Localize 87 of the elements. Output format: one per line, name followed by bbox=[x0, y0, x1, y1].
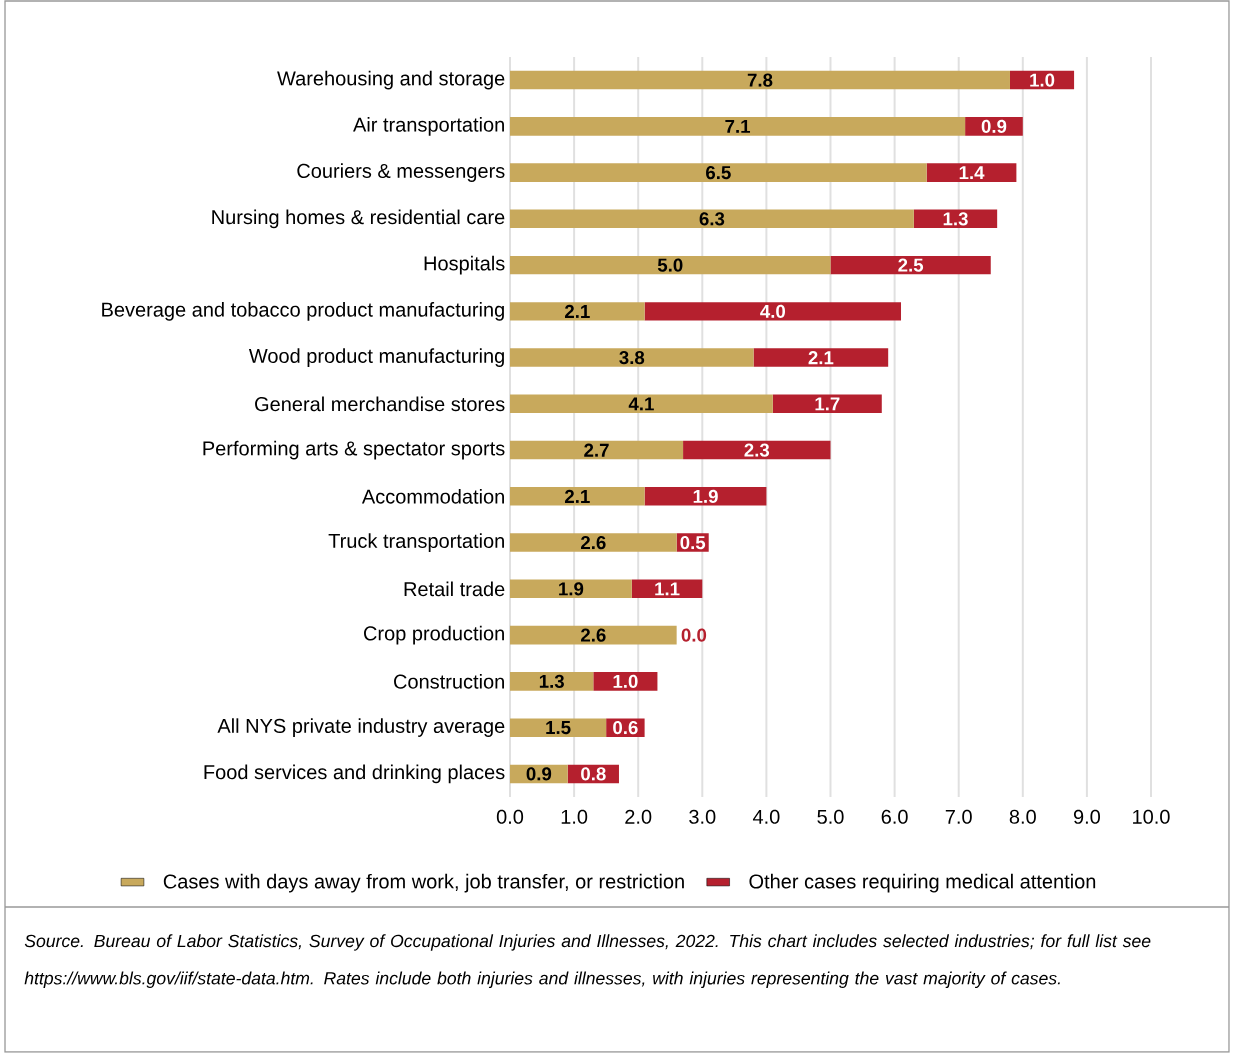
data-label: 1.9 bbox=[693, 489, 718, 504]
bar bbox=[926, 163, 1017, 183]
legend-label: Cases with days away from work, job transfer, or restriction bbox=[163, 874, 684, 893]
data-label: 4.1 bbox=[628, 397, 654, 411]
data-label: 1.3 bbox=[539, 674, 564, 689]
y-tick-label: Beverage and tobacco product manufacturing bbox=[102, 302, 504, 321]
y-tick-label: Nursing homes & residential care bbox=[212, 209, 505, 229]
data-label: 1.9 bbox=[559, 582, 584, 596]
bar bbox=[510, 348, 754, 368]
data-label: 2.1 bbox=[564, 490, 590, 504]
x-tick-label: 6.0 bbox=[881, 809, 908, 825]
bar bbox=[510, 163, 927, 183]
bar bbox=[510, 256, 831, 275]
data-label: 7.1 bbox=[725, 120, 751, 133]
bar bbox=[510, 302, 645, 321]
bar bbox=[510, 441, 684, 460]
data-label: 2.6 bbox=[581, 536, 606, 550]
data-label: 2.3 bbox=[744, 443, 770, 457]
y-tick-label: Truck transportation bbox=[328, 533, 504, 553]
bar bbox=[913, 209, 998, 229]
data-label: 1.0 bbox=[1030, 73, 1055, 87]
data-label: 1.0 bbox=[613, 674, 638, 689]
x-tick-label: 8.0 bbox=[1009, 809, 1036, 825]
x-tick-label: 3.0 bbox=[689, 809, 716, 825]
data-label: 0.0 bbox=[681, 628, 707, 642]
data-label: 1.4 bbox=[959, 166, 985, 180]
data-label: 5.0 bbox=[657, 258, 683, 272]
bar bbox=[753, 348, 889, 368]
y-tick-label: Food services and drinking places bbox=[204, 764, 505, 784]
data-label: 1.7 bbox=[815, 397, 840, 411]
data-label: 3.8 bbox=[619, 351, 645, 365]
y-tick-label: General merchandise stores bbox=[255, 396, 505, 412]
x-tick-label: 0.0 bbox=[496, 809, 524, 825]
data-label: 6.5 bbox=[706, 166, 731, 180]
bar bbox=[510, 718, 607, 738]
data-label: 2.1 bbox=[808, 351, 834, 365]
data-label: 2.5 bbox=[898, 258, 924, 272]
x-tick-label: 5.0 bbox=[817, 809, 844, 825]
bar bbox=[510, 579, 632, 599]
bar bbox=[510, 71, 1010, 90]
x-tick-label: 4.0 bbox=[752, 809, 780, 825]
x-tick-label: 1.0 bbox=[561, 809, 588, 825]
data-label: 0.6 bbox=[613, 721, 638, 735]
bar bbox=[510, 209, 914, 229]
data-label: 0.9 bbox=[981, 119, 1007, 134]
data-label: 0.9 bbox=[526, 767, 552, 781]
y-tick-label: Wood product manufacturing bbox=[248, 348, 504, 368]
y-tick-label: Retail trade bbox=[404, 581, 505, 597]
bar bbox=[965, 117, 1023, 136]
y-tick-label: Performing arts & spectator sports bbox=[203, 440, 505, 460]
x-tick-label: 2.0 bbox=[625, 809, 652, 825]
data-label: 7.8 bbox=[747, 73, 773, 87]
y-tick-label: All NYS private industry average bbox=[217, 718, 505, 738]
bar bbox=[510, 117, 966, 136]
bar bbox=[772, 394, 882, 414]
y-tick-label: Warehousing and storage bbox=[277, 70, 505, 90]
x-tick-label: 7.0 bbox=[945, 809, 972, 825]
y-tick-label: Crop production bbox=[364, 625, 504, 645]
data-label: 1.1 bbox=[655, 582, 680, 596]
bar bbox=[593, 672, 658, 691]
data-label: 0.8 bbox=[581, 767, 606, 781]
data-label: 1.5 bbox=[546, 721, 571, 735]
x-tick-label: 10.0 bbox=[1133, 809, 1170, 825]
bar bbox=[510, 626, 677, 645]
data-label: 2.6 bbox=[581, 628, 606, 642]
bar bbox=[644, 487, 767, 506]
legend-label: Other cases requiring medical attention bbox=[749, 874, 1096, 893]
bar bbox=[510, 672, 594, 691]
data-label: 6.3 bbox=[699, 212, 725, 226]
bar bbox=[510, 533, 677, 553]
data-label: 2.7 bbox=[584, 443, 609, 457]
bar bbox=[830, 256, 991, 275]
data-label: 1.3 bbox=[943, 212, 968, 226]
bar bbox=[644, 302, 902, 321]
y-tick-label: Construction bbox=[394, 674, 504, 689]
y-tick-label: Couriers & messengers bbox=[297, 163, 505, 183]
source-note: Source. Bureau of Labor Statistics, Survey of Occupational Injuries and Illnesses, 2022. This chart includes selected industries; for full list see https://www.bls.gov/iif/state-data.htm. Rates include both injuries and illnesses, with injuries representing the vast majority of cases. bbox=[24, 934, 1151, 989]
bar bbox=[683, 441, 831, 460]
y-tick-label: Air transportation bbox=[353, 117, 504, 136]
data-label: 2.1 bbox=[564, 305, 590, 319]
x-tick-label: 9.0 bbox=[1073, 809, 1101, 825]
y-tick-label: Hospitals bbox=[424, 255, 505, 275]
data-label: 0.5 bbox=[680, 536, 706, 550]
bar bbox=[510, 394, 773, 414]
bar bbox=[510, 487, 645, 506]
data-label: 4.0 bbox=[760, 304, 786, 319]
y-tick-label: Accommodation bbox=[361, 489, 504, 504]
